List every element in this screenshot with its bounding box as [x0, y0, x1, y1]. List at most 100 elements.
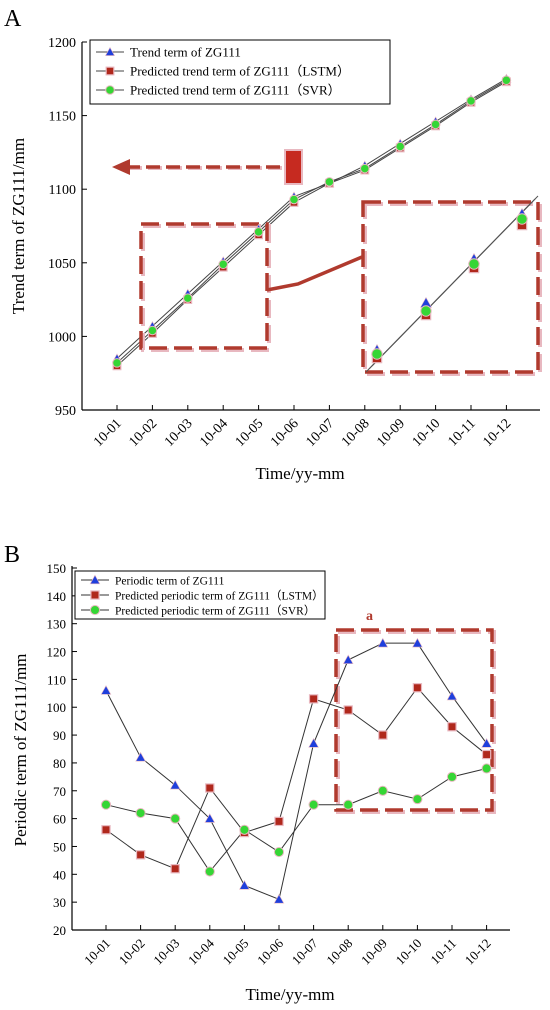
x-tick-label: 10-12 [481, 416, 515, 450]
legend-marker-2 [90, 590, 100, 600]
y-tick-label: 30 [53, 895, 66, 910]
x-tick-label: 10-02 [116, 936, 148, 968]
y-tick-label: 150 [47, 561, 67, 576]
legend-marker-1 [89, 574, 101, 585]
series-line-1 [116, 78, 507, 359]
legend-label-2: Predicted trend term of ZG111（LSTM） [130, 64, 350, 79]
series-line-1 [105, 642, 488, 901]
series-3-point [412, 794, 423, 805]
legend-box [89, 39, 391, 105]
series-3-point [100, 799, 112, 810]
legend-marker-1 [104, 46, 116, 56]
y-tick-label: 100 [47, 700, 67, 715]
legend-label-3: Predicted trend term of ZG111（SVR） [130, 83, 341, 98]
zoom-box-a-label: a [366, 609, 373, 624]
x-tick-label: 10-04 [197, 416, 231, 450]
x-tick-label: 10-09 [374, 416, 408, 450]
series-1-point [412, 637, 423, 648]
series-2-point [101, 825, 111, 835]
x-tick-label: 10-10 [392, 936, 424, 968]
panel-b-label: B [4, 542, 20, 568]
x-tick-label: 10-08 [339, 416, 373, 450]
legend-label-1: Periodic term of ZG111 [115, 576, 225, 588]
y-tick-label: 20 [53, 923, 66, 938]
y-tick-label: 1050 [48, 257, 76, 272]
series-3-point [377, 785, 388, 796]
x-tick-label: 10-07 [304, 416, 338, 450]
series-2-point [412, 683, 423, 693]
legend-marker-2 [105, 66, 115, 76]
y-tick-label: 1200 [48, 36, 76, 51]
y-tick-label: 110 [47, 672, 66, 687]
series-2-point [481, 749, 492, 760]
series-line-2 [116, 81, 507, 367]
inset-series-3-point [516, 213, 528, 225]
series-1-point [481, 738, 492, 748]
series-1-point [308, 738, 319, 748]
panel-b-x-axis-title: Time/yy-mm [245, 985, 334, 1004]
series-1-point [204, 813, 216, 823]
x-tick-label: 10-06 [254, 935, 286, 967]
series-3-point [183, 293, 193, 303]
legend-box [74, 570, 326, 620]
zoom-connector-line [266, 255, 363, 292]
x-tick-label: 10-05 [219, 936, 251, 968]
x-tick-label: 10-03 [150, 936, 182, 968]
x-tick-label: 10-02 [127, 416, 161, 450]
y-tick-label: 90 [53, 728, 66, 743]
series-1-point [100, 685, 112, 695]
x-tick-label: 10-01 [91, 416, 125, 450]
series-3-point [395, 141, 405, 152]
x-tick-label: 10-10 [410, 416, 444, 450]
panel-a-legend: Trend term of ZG111 Predicted trend term … [89, 39, 391, 105]
series-2-point [135, 850, 146, 860]
panel-b-legend: Periodic term of ZG111 Predicted periodic… [74, 570, 326, 620]
series-2-point [170, 864, 180, 874]
y-tick-label: 60 [53, 812, 66, 827]
series-1-point [377, 637, 389, 648]
series-1-point [446, 690, 458, 701]
x-tick-label: 10-08 [323, 936, 355, 968]
zoom-box-a [334, 628, 494, 812]
zoom-source-box [139, 222, 269, 350]
legend-label-2: Predicted periodic term of ZG111（LSTM） [115, 590, 324, 603]
series-1-point [239, 880, 250, 890]
x-tick-label: 10-12 [462, 936, 494, 968]
series-2-point [447, 722, 457, 732]
legend-marker-3 [89, 604, 101, 616]
zoom-inset-box-shadow [363, 202, 542, 376]
y-tick-label: 950 [55, 404, 76, 419]
x-tick-label: 10-01 [81, 936, 113, 968]
series-line-2 [105, 686, 487, 870]
y-tick-label: 1150 [49, 110, 76, 125]
series-3-point [430, 119, 441, 130]
x-tick-label: 10-05 [233, 416, 267, 450]
y-tick-label: 40 [53, 867, 66, 882]
x-tick-label: 10-03 [162, 416, 196, 450]
inset-series-3-point [371, 348, 383, 360]
x-tick-label: 10-11 [427, 936, 459, 968]
series-3-point [218, 259, 228, 270]
panel-b-y-axis-title: Periodic term of ZG111/mm [11, 654, 30, 847]
panel-a-zoom-annotation [112, 149, 363, 352]
y-tick-label: 70 [53, 784, 66, 799]
series-line-3 [105, 768, 487, 873]
y-tick-label: 50 [53, 839, 66, 854]
panel-a-y-axis-title: Trend term of ZG111/mm [9, 138, 28, 314]
series-1-point [169, 779, 181, 790]
series-3-point [360, 163, 370, 174]
y-tick-label: 1000 [48, 330, 76, 345]
x-tick-label: 10-04 [185, 935, 217, 967]
y-tick-label: 80 [53, 756, 66, 771]
series-2-point [274, 816, 284, 827]
x-tick-label: 10-09 [358, 936, 390, 968]
series-3-point [343, 799, 354, 810]
series-3-point [273, 846, 285, 858]
inset-series-3-point [468, 258, 480, 270]
series-3-point [135, 807, 146, 819]
series-3-point [112, 358, 122, 368]
zoom-box-a-shadow [336, 630, 496, 814]
panel-a-label: A [4, 6, 22, 32]
